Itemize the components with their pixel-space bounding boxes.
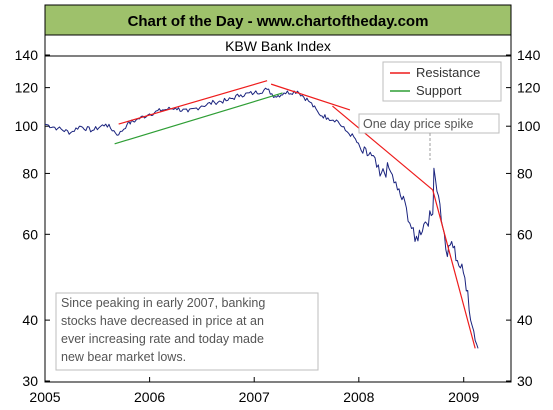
spike-annotation: One day price spike (358, 113, 500, 160)
series-line-resistance (118, 80, 268, 125)
spike-annotation-box (358, 113, 500, 134)
y-tick-label-left: 100 (15, 118, 39, 134)
spike-annotation-text: One day price spike (363, 117, 474, 131)
banner-background (44, 4, 512, 36)
y-tick-label-left: 120 (15, 80, 39, 96)
series-line-resistance (270, 83, 351, 111)
y-tick-label-right: 60 (517, 226, 533, 242)
y-tick-label-right: 120 (517, 80, 541, 96)
y-tick-label-left: 30 (22, 373, 38, 389)
legend-box (382, 61, 502, 102)
x-tick-label: 2005 (29, 389, 60, 405)
note-line-1: Since peaking in early 2007, banking (61, 296, 265, 310)
y-tick-label-right: 100 (517, 118, 541, 134)
banner-title: Chart of the Day - www.chartoftheday.com (128, 13, 429, 30)
y-tick-label-left: 60 (22, 226, 38, 242)
series-line-resistance (432, 189, 476, 349)
note-annotation: Since peaking in early 2007, banking sto… (55, 292, 319, 371)
series-line-support (114, 92, 283, 145)
y-tick-label-left: 140 (15, 47, 39, 63)
y-tick-label-left: 80 (22, 165, 38, 181)
x-tick-label: 2007 (239, 389, 270, 405)
note-line-4: new bear market lows. (61, 350, 186, 364)
legend-label-resistance: Resistance (416, 65, 480, 80)
legend: Resistance Support (382, 61, 502, 102)
x-tick-label: 2006 (134, 389, 165, 405)
chart-title: KBW Bank Index (225, 38, 331, 54)
series-line-kbw-index (44, 87, 479, 349)
y-tick-label-right: 140 (517, 47, 541, 63)
note-line-2: stocks have decreased in price at an (61, 314, 264, 328)
x-tick-label: 2009 (448, 389, 479, 405)
y-tick-label-left: 40 (22, 312, 38, 328)
series-line-resistance (332, 105, 434, 191)
y-tick-label-right: 30 (517, 373, 533, 389)
note-line-3: ever increasing rate and today made (61, 332, 264, 346)
note-box (55, 292, 319, 371)
y-tick-label-right: 40 (517, 312, 533, 328)
x-tick-label: 2008 (343, 389, 374, 405)
legend-label-support: Support (416, 83, 462, 98)
y-tick-label-right: 80 (517, 165, 533, 181)
